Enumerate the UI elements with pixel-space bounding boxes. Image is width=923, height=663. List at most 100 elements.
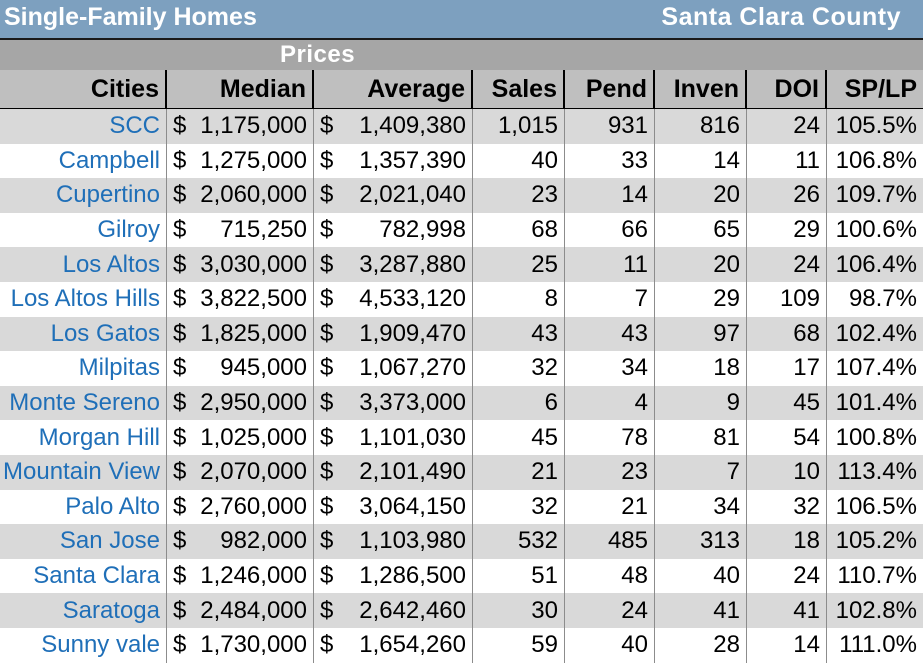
cell-median: $982,000 — [167, 524, 314, 559]
cell-value: 1,067,270 — [359, 354, 466, 382]
cell-average: $1,101,030 — [314, 420, 473, 455]
column-header-inven: Inven — [655, 70, 747, 108]
cell-median: $3,822,500 — [167, 282, 314, 317]
currency-symbol: $ — [320, 112, 334, 140]
cell-doi: 68 — [747, 316, 827, 352]
cell-value: 1,654,260 — [359, 631, 466, 659]
cell-doi: 10 — [747, 455, 827, 490]
currency-symbol: $ — [173, 250, 187, 278]
cell-doi: 45 — [747, 385, 827, 421]
cell-inven: 20 — [655, 178, 747, 213]
county-label: Santa Clara County — [661, 3, 901, 31]
title-bar: Single-Family Homes Santa Clara County — [0, 0, 923, 40]
cell-pend: 66 — [565, 212, 655, 248]
cell-value: 945,000 — [220, 354, 307, 382]
cell-inven: 65 — [655, 212, 747, 248]
cell-inven: 34 — [655, 489, 747, 525]
cell-inven: 97 — [655, 316, 747, 352]
cell-inven: 41 — [655, 593, 747, 628]
cell-splp: 105.5% — [835, 112, 917, 140]
cell-doi: 26 — [747, 178, 827, 213]
cell-splp: 98.7% — [848, 285, 917, 313]
cell-doi: 32 — [747, 489, 827, 525]
cell-inven: 816 — [655, 109, 747, 144]
cell-average: $4,533,120 — [314, 282, 473, 317]
cell-pend: 78 — [565, 420, 655, 455]
currency-symbol: $ — [320, 319, 334, 347]
cell-value: 2,070,000 — [200, 458, 307, 486]
cell-median: $2,484,000 — [167, 593, 314, 628]
cell-pend: 34 — [565, 351, 655, 386]
cell-splp: 106.5% — [835, 492, 917, 520]
cell-value: 2,484,000 — [200, 596, 307, 624]
table-row: Santa Clara $1,246,000 $1,286,500 51 48 40 24 1… — [0, 558, 923, 594]
cell-average: $3,064,150 — [314, 489, 473, 525]
cell-value: 1,275,000 — [200, 146, 307, 174]
cell-inven: 29 — [655, 282, 747, 317]
cell-value: 3,373,000 — [359, 389, 466, 417]
cell-average: $1,286,500 — [314, 558, 473, 594]
cell-city: Los Altos — [0, 247, 167, 282]
cell-median: $2,760,000 — [167, 489, 314, 525]
currency-symbol: $ — [320, 458, 334, 486]
cell-value: 1,175,000 — [200, 112, 307, 140]
table-row: Los Altos Hills $3,822,500 $4,533,120 8 7 29 1… — [0, 282, 923, 317]
currency-symbol: $ — [173, 146, 187, 174]
cell-sales: 32 — [473, 489, 565, 525]
currency-symbol: $ — [173, 458, 187, 486]
cell-value: 4,533,120 — [359, 285, 466, 313]
cell-value: 782,998 — [379, 216, 466, 244]
cell-sales: 45 — [473, 420, 565, 455]
cell-value: 1,409,380 — [359, 112, 466, 140]
currency-symbol: $ — [320, 389, 334, 417]
column-header-pend: Pend — [565, 70, 655, 108]
cell-city: Monte Sereno — [0, 385, 167, 421]
cell-city: Los Gatos — [0, 316, 167, 352]
currency-symbol: $ — [173, 216, 187, 244]
table-row: Gilroy $715,250 $782,998 68 66 65 29 100.6% — [0, 212, 923, 248]
cell-pend: 24 — [565, 593, 655, 628]
cell-average: $782,998 — [314, 212, 473, 248]
cell-median: $1,246,000 — [167, 558, 314, 594]
table-row: Cupertino $2,060,000 $2,021,040 23 14 20 26 109… — [0, 178, 923, 213]
cell-inven: 313 — [655, 524, 747, 559]
cell-median: $1,025,000 — [167, 420, 314, 455]
cell-pend: 7 — [565, 282, 655, 317]
cell-value: 2,642,460 — [359, 596, 466, 624]
table-row: SCC $1,175,000 $1,409,380 1,015 931 816 24 105.… — [0, 109, 923, 144]
cell-doi: 14 — [747, 628, 827, 663]
cell-average: $1,357,390 — [314, 143, 473, 179]
cell-sales: 40 — [473, 143, 565, 179]
cell-value: 1,286,500 — [359, 562, 466, 590]
table-title: Single-Family Homes — [4, 3, 257, 31]
cell-inven: 20 — [655, 247, 747, 282]
cell-pend: 48 — [565, 558, 655, 594]
cell-pend: 4 — [565, 385, 655, 421]
table-row: Mountain View $2,070,000 $2,101,490 21 23 7 10… — [0, 455, 923, 490]
cell-value: 1,246,000 — [200, 562, 307, 590]
cell-inven: 14 — [655, 143, 747, 179]
cell-value: 2,021,040 — [359, 181, 466, 209]
cell-value: 1,101,030 — [359, 423, 466, 451]
cell-average: $3,287,880 — [314, 247, 473, 282]
cell-doi: 41 — [747, 593, 827, 628]
cell-value: 1,730,000 — [200, 631, 307, 659]
currency-symbol: $ — [173, 527, 187, 555]
cell-sales: 59 — [473, 628, 565, 663]
cell-average: $3,373,000 — [314, 385, 473, 421]
cell-median: $1,730,000 — [167, 628, 314, 663]
cell-value: 3,822,500 — [200, 285, 307, 313]
cell-value: 1,103,980 — [359, 527, 466, 555]
cell-median: $2,060,000 — [167, 178, 314, 213]
cell-value: 1,909,470 — [359, 319, 466, 347]
cell-doi: 24 — [747, 558, 827, 594]
cell-inven: 81 — [655, 420, 747, 455]
section-label: Prices — [280, 41, 356, 68]
cell-average: $2,021,040 — [314, 178, 473, 213]
cell-value: 3,287,880 — [359, 250, 466, 278]
cell-median: $3,030,000 — [167, 247, 314, 282]
cell-sales: 8 — [473, 282, 565, 317]
currency-symbol: $ — [173, 562, 187, 590]
column-header-sales: Sales — [473, 70, 565, 108]
cell-sales: 532 — [473, 524, 565, 559]
